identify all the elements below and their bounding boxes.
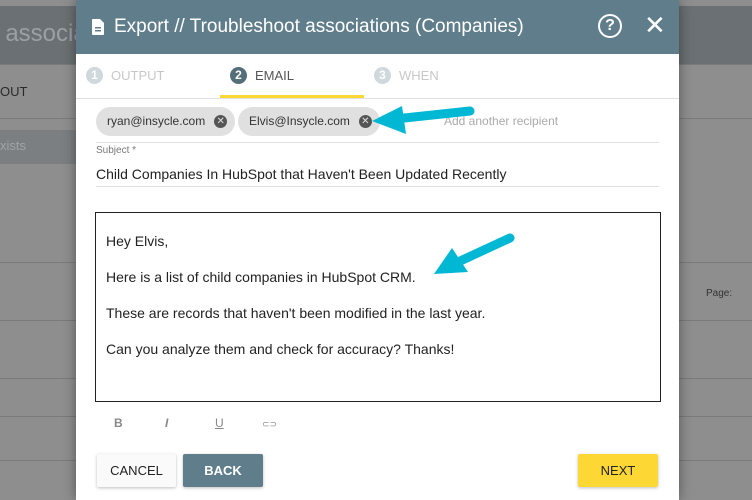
remove-chip-icon[interactable]: ✕ xyxy=(214,115,228,128)
background-filter: xists xyxy=(0,130,80,164)
background-filter-text: xists xyxy=(0,138,26,153)
active-step-indicator xyxy=(220,95,364,98)
back-button[interactable]: BACK xyxy=(183,454,263,487)
modal-title: Export // Troubleshoot associations (Com… xyxy=(114,16,524,37)
recipient-email: Elvis@Insycle.com xyxy=(249,114,350,128)
subject-label: Subject * xyxy=(96,145,137,156)
step-label: EMAIL xyxy=(255,68,295,83)
close-icon[interactable]: ✕ xyxy=(644,10,666,40)
body-line: Hey Elvis, xyxy=(106,233,169,249)
step-when[interactable]: 3 WHEN xyxy=(374,67,439,84)
italic-icon[interactable]: I xyxy=(165,416,169,430)
recipients-input[interactable]: ryan@insycle.com ✕ Elvis@Insycle.com ✕ Add… xyxy=(96,105,659,143)
step-number: 3 xyxy=(374,67,391,84)
step-label: OUTPUT xyxy=(111,68,165,83)
step-number: 1 xyxy=(86,67,103,84)
bold-icon[interactable]: B xyxy=(114,416,123,430)
body-line: Here is a list of child companies in Hub… xyxy=(106,269,416,285)
step-label: WHEN xyxy=(399,68,439,83)
body-line: These are records that haven't been modi… xyxy=(106,305,486,321)
link-icon[interactable]: ⊂⊃ xyxy=(262,419,278,429)
help-icon[interactable]: ? xyxy=(598,14,622,38)
stepper: 1 OUTPUT 2 EMAIL 3 WHEN xyxy=(76,54,679,99)
background-page-label: Page: xyxy=(706,288,733,299)
email-body-editor[interactable]: Hey Elvis, Here is a list of child compa… xyxy=(95,212,661,402)
recipient-chip: Elvis@Insycle.com ✕ xyxy=(238,107,380,136)
modal-header: Export // Troubleshoot associations (Com… xyxy=(76,0,679,54)
recipient-placeholder[interactable]: Add another recipient xyxy=(444,114,559,128)
export-modal: Export // Troubleshoot associations (Com… xyxy=(76,0,679,500)
recipient-chip: ryan@insycle.com ✕ xyxy=(96,107,236,136)
step-output[interactable]: 1 OUTPUT xyxy=(86,67,164,84)
subject-input[interactable]: Child Companies In HubSpot that Haven't … xyxy=(96,158,659,187)
underline-icon[interactable]: U xyxy=(215,416,224,430)
document-icon xyxy=(92,19,104,35)
next-button[interactable]: NEXT xyxy=(578,454,658,487)
body-line: Can you analyze them and check for accur… xyxy=(106,341,455,357)
step-email[interactable]: 2 EMAIL xyxy=(230,67,294,84)
remove-chip-icon[interactable]: ✕ xyxy=(358,115,372,128)
background-row: OUT xyxy=(0,84,28,99)
recipient-email: ryan@insycle.com xyxy=(107,114,206,128)
cancel-button[interactable]: CANCEL xyxy=(97,454,176,487)
step-number: 2 xyxy=(230,67,247,84)
